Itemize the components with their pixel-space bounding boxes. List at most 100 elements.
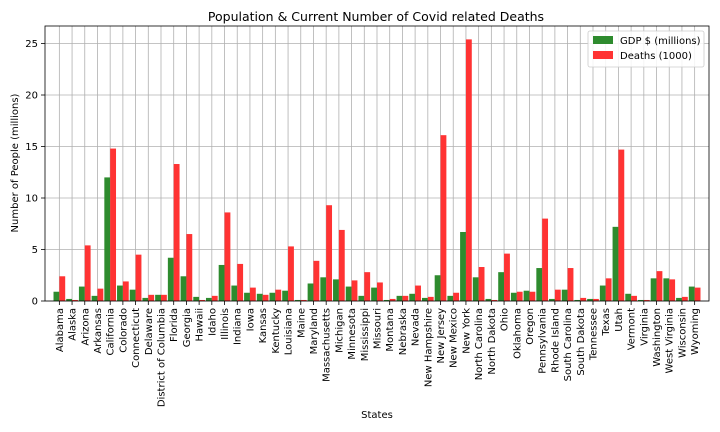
bar-gdp [447,295,454,301]
x-tick-label: Missouri [373,308,384,349]
bar-gdp [256,293,263,301]
legend-swatch-gdp [593,36,613,44]
y-tick-label: 25 [25,39,38,50]
x-tick-label: Texas [601,308,612,337]
x-tick-label: Ohio [500,308,511,331]
bar-deaths [465,39,472,301]
bar-gdp [396,295,403,301]
bar-gdp [371,287,377,301]
bar-gdp [345,286,352,301]
x-tick-label: Colorado [118,308,129,353]
x-tick-label: Arizona [80,308,91,346]
x-tick-label: Arkansas [93,308,104,354]
bar-deaths [288,246,294,301]
bar-deaths [72,299,78,301]
bar-gdp [269,292,276,301]
x-tick-label: Oklahoma [512,308,523,359]
y-tick-label: 5 [32,245,38,256]
bar-deaths [351,280,358,301]
bar-deaths [453,292,460,301]
x-tick-label: Illinois [220,308,231,340]
bar-deaths [567,268,574,301]
x-tick-label: Indiana [233,308,244,345]
x-tick-label: South Carolina [563,308,574,381]
bar-deaths [656,271,663,301]
x-tick-label: Tennessee [589,308,600,361]
bar-deaths [681,296,688,301]
bar-gdp [472,277,479,301]
y-axis: 0 5 10 15 20 25 [25,39,45,308]
x-tick-label: Connecticut [131,308,142,368]
x-tick-label: New Jersey [436,308,447,364]
bar-gdp [167,257,174,301]
x-tick-label: Vermont [627,308,638,350]
x-tick-label: Oregon [525,308,536,345]
x-axis-label: States [361,410,393,421]
bar-deaths [122,281,129,301]
bar-gdp [129,289,136,301]
legend-box [587,30,705,68]
x-tick-label: Rhode Island [550,308,561,373]
bar-gdp [333,279,339,301]
bar-gdp [104,177,111,301]
x-tick-label: Iowa [245,308,256,331]
bar-deaths [237,263,244,301]
x-tick-label: Kentucky [271,308,282,354]
bar-deaths [440,135,447,301]
bar-gdp [193,296,200,301]
x-tick-label: Maryland [309,308,320,354]
bar-gdp [294,299,301,301]
bar-gdp [510,292,517,301]
x-tick-label: Alaska [68,308,79,341]
y-tick-label: 10 [25,194,38,205]
bar-gdp [650,278,657,301]
bar-gdp [599,285,606,301]
bar-gdp [53,291,60,301]
x-tick-label: Wyoming [690,308,701,355]
bar-gdp [676,297,682,301]
bar-gdp [320,277,327,301]
bar-deaths [415,285,421,301]
bar-gdp [536,268,543,301]
chart-title: Population & Current Number of Covid rel… [208,9,544,24]
x-tick-label: Alabama [55,308,66,352]
bar-gdp [91,295,98,301]
x-tick-label: Michigan [334,308,345,353]
bar-gdp [358,295,365,301]
y-tick-label: 0 [32,297,38,308]
x-tick-label: Nevada [411,308,422,346]
bar-gdp [180,276,187,301]
bar-deaths [605,278,612,301]
bar-deaths [59,276,66,301]
x-tick-label: Minnesota [347,308,358,360]
bar-deaths [554,289,561,301]
bar-gdp [612,226,619,301]
bar-deaths [631,295,637,301]
bar-deaths [313,260,320,301]
bar-gdp [523,290,530,301]
bar-deaths [211,295,218,301]
x-tick-label: North Carolina [474,308,485,380]
bar-deaths [504,253,510,301]
x-tick-label: Washington [652,308,663,367]
bar-deaths [542,218,549,301]
bar-deaths [529,291,536,301]
bar-deaths [186,234,193,301]
bar-deaths [491,299,498,301]
bar-gdp [282,290,289,301]
bar-deaths [593,298,599,301]
x-tick-label: Utah [614,308,625,332]
x-tick-label: Mississippi [360,308,371,361]
x-tick-label: North Dakota [487,308,498,375]
bar-deaths [148,294,155,301]
bar-deaths [161,294,167,301]
legend-swatch-deaths [593,51,613,59]
bar-gdp [142,297,149,301]
bar-deaths [300,299,307,301]
legend-label-gdp: GDP $ (millions) [620,36,701,47]
x-tick-label: Georgia [182,308,193,347]
bar-gdp [205,297,212,301]
bar-deaths [249,287,256,301]
bar-gdp [498,272,505,301]
